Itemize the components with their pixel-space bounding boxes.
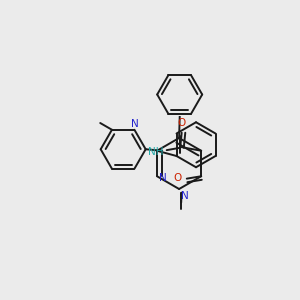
Text: NH: NH [148,147,163,157]
Text: N: N [131,118,139,129]
Text: O: O [177,118,185,128]
Text: N: N [181,191,188,201]
Text: N: N [159,173,167,183]
Text: O: O [174,173,182,183]
